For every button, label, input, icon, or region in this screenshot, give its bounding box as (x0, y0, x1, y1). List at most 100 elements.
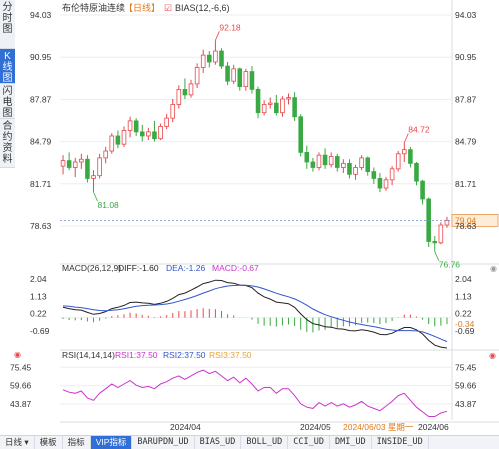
candle-up (286, 97, 291, 100)
tab-barupdn[interactable]: BARUPDN_UD (132, 436, 195, 449)
candle-down (85, 158, 90, 179)
macd-dea-value: DEA:-1.26 (166, 263, 205, 273)
rsi-axis: 75.45 75.45 59.66 59.66 43.87 43.87 (10, 362, 477, 409)
price-marker-label: 76.76 (439, 260, 461, 270)
candle-down (408, 149, 413, 164)
tab-indicator[interactable]: 指标 (63, 436, 91, 449)
price-marker-label: 81.08 (98, 200, 120, 210)
rsi-settings-icon[interactable]: ◉ (489, 351, 496, 360)
candle-down (420, 180, 425, 200)
candle-up (79, 158, 84, 163)
tab-period[interactable]: 日线 ▾ (0, 436, 35, 449)
candle-up (231, 68, 236, 82)
candle-up (213, 50, 218, 63)
candle-down (237, 68, 243, 88)
candle-up (72, 161, 78, 168)
candle-down (304, 152, 310, 163)
candle-down (255, 88, 261, 114)
side-tab-label: 闪电图 (2, 86, 13, 119)
candle-down (377, 178, 383, 189)
rsi3-value: RSI3:37.50 (209, 350, 252, 360)
kline-chart[interactable]: 布伦特原油连续 【日线】 ☑ BIAS(12,-6,6) 92.18 81.08 8… (0, 0, 499, 435)
tab-label: CCI_UD (293, 437, 324, 447)
price-marker-line (403, 133, 409, 143)
side-tab-timeshare[interactable]: 分时图 (0, 0, 15, 49)
macd-tick-right: -0.69 (455, 326, 475, 336)
rsi2-value: RSI2:37.50 (163, 350, 206, 360)
price-tick-right: 78.63 (455, 221, 477, 231)
rsi-layer (62, 369, 448, 417)
side-tab-kline[interactable]: K线图 (0, 49, 15, 84)
price-tick-right: 81.71 (455, 179, 477, 189)
candle-up (383, 179, 389, 189)
candle-down (310, 161, 316, 168)
period-badge[interactable]: 【日线】 (124, 2, 160, 13)
rsi-tick-right: 43.87 (455, 399, 477, 409)
tab-template[interactable]: 模板 (35, 436, 63, 449)
side-tab-label: 分时图 (2, 2, 13, 35)
candle-up (280, 98, 285, 114)
candle-down (371, 171, 377, 179)
price-tick-right: 90.95 (455, 52, 477, 62)
candle-down (115, 135, 121, 145)
candle-up (444, 219, 450, 226)
candle-down (334, 156, 340, 168)
price-marker-line (215, 31, 220, 41)
side-tab-lightning[interactable]: 闪电图 (0, 84, 15, 119)
tab-label: 日线 (5, 437, 23, 447)
price-tick-left: 84.79 (30, 137, 52, 147)
candle-up (402, 149, 407, 155)
price-marker-line (434, 251, 440, 261)
candle-up (164, 117, 169, 127)
price-tick-right: 94.03 (455, 10, 477, 20)
candle-down (274, 102, 279, 114)
bias-indicator-label: BIAS(12,-6,6) (175, 3, 230, 13)
side-tab-label: 合约资料 (2, 121, 13, 165)
tab-boll[interactable]: BOLL_UD (241, 436, 289, 449)
macd-settings-icon[interactable]: ◉ (490, 264, 497, 273)
rsi-header: RSI(14,14,14) (62, 350, 115, 360)
rsi-line (62, 369, 448, 417)
candle-down (249, 71, 255, 90)
indicator-toggle-icon[interactable]: ☑ (164, 3, 172, 13)
candle-down (152, 131, 157, 140)
tab-cci[interactable]: CCI_UD (288, 436, 330, 449)
macd-dif-line (62, 279, 448, 349)
candle-down (365, 157, 371, 172)
macd-tick-right: 0.22 (455, 309, 472, 319)
tab-inside[interactable]: INSIDE_UD (372, 436, 429, 449)
candle-up (261, 104, 267, 114)
rsi-close-icon[interactable]: ◉ (14, 350, 21, 359)
tab-vip-indicator[interactable]: VIP指标 (90, 436, 133, 449)
candle-up (267, 102, 273, 105)
tab-label: VIP指标 (95, 437, 127, 447)
macd-tick-left: 1.13 (30, 291, 47, 301)
candle-up (353, 167, 358, 175)
last-price-box (451, 214, 499, 227)
candle-down (322, 154, 328, 166)
macd-layer (62, 279, 448, 349)
candle-down (292, 97, 297, 118)
macd-tick-left: -0.69 (30, 326, 50, 336)
candle-down (347, 162, 352, 175)
last-price-label: 79.04 (455, 215, 477, 225)
macd-axis: 2.04 2.041.13 1.130.22 0.22-0.69 -0.69-0.34 (30, 274, 475, 336)
tab-bias[interactable]: BIAS_UD (195, 436, 242, 449)
price-tick-left: 81.71 (30, 179, 52, 189)
side-tab-contract-info[interactable]: 合约资料 (0, 119, 15, 168)
candle-up (97, 157, 102, 177)
candle-up (121, 130, 127, 145)
chart-grid (60, 0, 499, 423)
candle-up (359, 157, 364, 168)
candle-up (395, 153, 401, 170)
candle-up (103, 150, 108, 159)
price-annotations: 92.18 81.08 84.72 76.76 79.04 (60, 22, 499, 270)
candle-up (438, 224, 444, 244)
candle-up (328, 156, 334, 166)
candle-down (298, 116, 303, 153)
tab-label: BIAS_UD (199, 437, 236, 447)
price-marker-label: 92.18 (219, 22, 241, 32)
price-tick-left: 90.95 (30, 52, 52, 62)
tab-dmi[interactable]: DMI_UD (330, 436, 372, 449)
candle-down (225, 65, 230, 82)
